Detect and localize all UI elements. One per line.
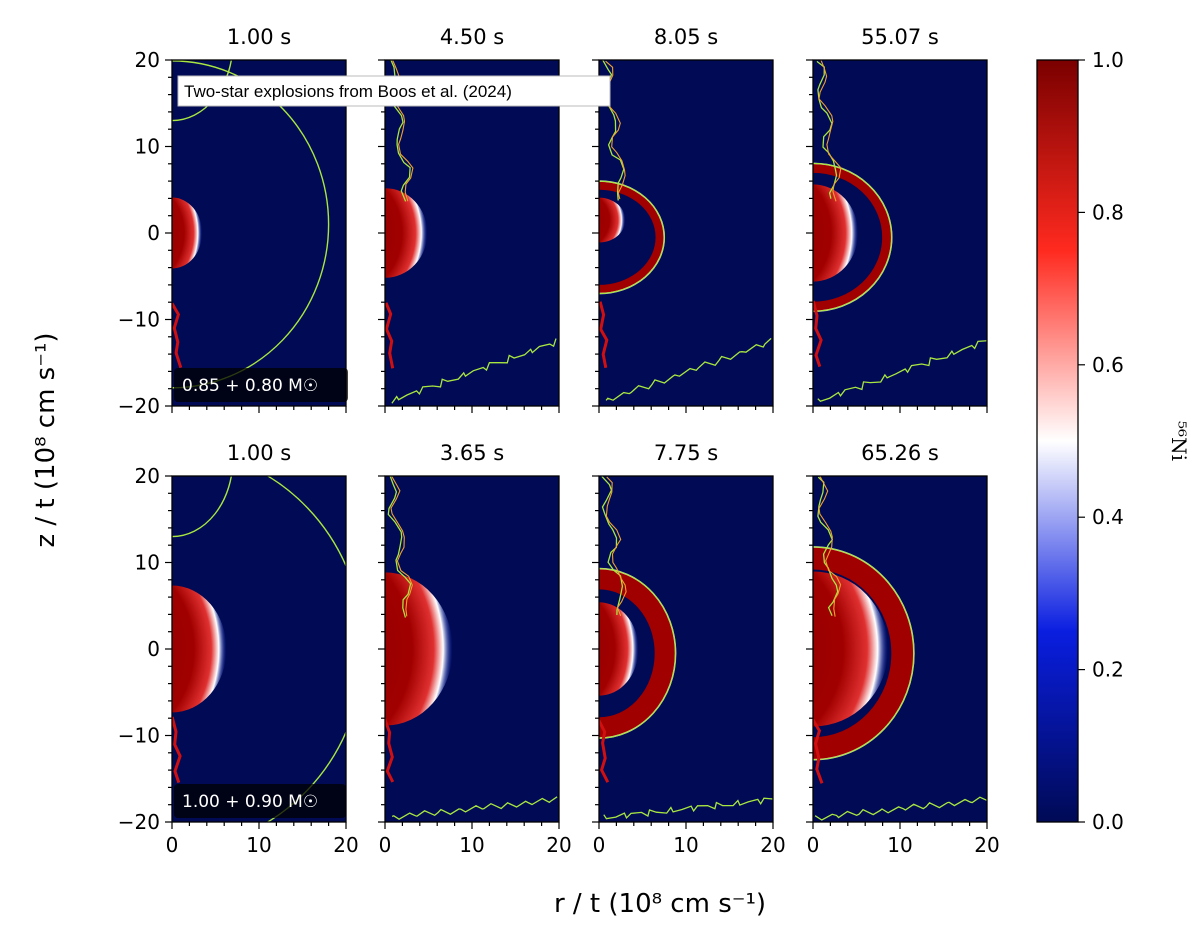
x-tick-label: 20 <box>974 833 999 857</box>
ni56-core <box>385 188 428 278</box>
ni56-plume <box>599 717 610 783</box>
panel-title: 4.50 s <box>440 25 504 49</box>
companion-contour <box>172 60 330 389</box>
colorbar-tick-label: 0.2 <box>1092 658 1124 682</box>
ni56-core <box>813 571 889 727</box>
ni56-plume <box>599 301 609 369</box>
x-tick-label: 0 <box>593 833 606 857</box>
x-tick-label: 20 <box>546 833 571 857</box>
ni56-plume <box>813 300 823 368</box>
ni56-core <box>599 602 639 696</box>
row-label-box <box>174 784 346 818</box>
shell-contour <box>599 567 677 739</box>
x-tick-label: 20 <box>760 833 785 857</box>
shell-contour <box>599 180 665 295</box>
panel-title: 7.75 s <box>654 441 718 465</box>
y-tick-label: −10 <box>118 308 160 332</box>
x-axis-label: r / t (10⁸ cm s⁻¹) <box>554 889 766 919</box>
y-tick-label: 20 <box>135 48 160 72</box>
lower-contour <box>603 797 773 820</box>
panel-title: 8.05 s <box>654 25 718 49</box>
ni56-core <box>599 197 626 243</box>
x-tick-label: 10 <box>459 833 484 857</box>
y-tick-label: 10 <box>135 551 160 575</box>
ni56-plume <box>172 716 182 784</box>
panel-r2-c1: 0 10 20 20 10 0 −10 −20 1.00 s 1.00 + 0.90 M☉ <box>118 441 359 857</box>
ni56-core <box>172 197 203 269</box>
y-axis-label: z / t (10⁸ cm s⁻¹) <box>31 332 61 547</box>
lower-contour <box>605 337 772 401</box>
ni56-shell <box>813 163 892 312</box>
y-tick-label: 0 <box>147 221 160 245</box>
panel-r1-c1: 20 10 0 −10 −20 1.00 s 0.85 + 0.80 M☉ <box>118 25 348 418</box>
ni56-core <box>385 572 453 726</box>
upper-contour <box>816 60 838 199</box>
colorbar-gradient <box>1036 59 1079 823</box>
annotation-box <box>177 75 611 107</box>
row-label-box <box>174 368 348 402</box>
colorbar-tick-label: 1.0 <box>1092 48 1124 72</box>
annotation: Two-star explosions from Boos et al. (20… <box>177 75 611 107</box>
colorbar-tick-label: 0.8 <box>1092 200 1124 224</box>
upper-contour-orange <box>390 476 413 617</box>
panel-r1-c2: 4.50 s <box>378 25 560 413</box>
ni56-plume <box>385 302 395 369</box>
lower-contour <box>391 796 558 820</box>
ni56-shell <box>599 181 665 294</box>
annotation-text: Two-star explosions from Boos et al. (20… <box>184 82 512 101</box>
y-tick-label: −20 <box>118 810 160 834</box>
upper-contour <box>387 476 412 618</box>
panel-r2-c2: 0 10 20 3.65 s <box>378 441 572 857</box>
y-tick-label: 0 <box>147 637 160 661</box>
colorbar-label: ⁵⁶Ni <box>1167 421 1191 461</box>
row-label: 1.00 + 0.90 M☉ <box>182 792 318 812</box>
x-tick-label: 0 <box>379 833 392 857</box>
y-tick-label: 20 <box>135 464 160 488</box>
lower-contour <box>814 796 987 821</box>
x-tick-label: 10 <box>246 833 271 857</box>
x-tick-label: 10 <box>887 833 912 857</box>
colorbar-tick-label: 0.6 <box>1092 353 1124 377</box>
panel-r1-c4: 55.07 s <box>806 25 988 413</box>
panel-background <box>599 60 773 406</box>
ni56-plume <box>813 718 824 784</box>
lower-contour <box>817 340 987 402</box>
x-tick-label: 0 <box>166 833 179 857</box>
ni56-core <box>813 184 859 282</box>
panel-title: 55.07 s <box>861 25 939 49</box>
ni56-plume <box>385 716 395 783</box>
ni56-core <box>172 585 227 713</box>
panel-r2-c3: 0 10 20 7.75 s <box>592 441 786 857</box>
panel-title: 1.00 s <box>227 441 291 465</box>
y-tick-label: 10 <box>135 135 160 159</box>
panel-title: 65.26 s <box>861 441 939 465</box>
panel-r2-c4: 0 10 20 65.26 s <box>806 441 1000 857</box>
ni56-plume <box>172 302 183 369</box>
x-tick-label: 20 <box>333 833 358 857</box>
y-tick-label: −10 <box>118 724 160 748</box>
panel-r1-c3: 8.05 s <box>592 25 774 413</box>
x-tick-label: 10 <box>673 833 698 857</box>
upper-contour <box>817 476 839 616</box>
panel-title: 3.65 s <box>440 441 504 465</box>
colorbar-tick-label: 0.4 <box>1092 505 1124 529</box>
panel-title: 1.00 s <box>227 25 291 49</box>
upper-contour-orange <box>818 60 842 202</box>
colorbar-tick-label: 0.0 <box>1092 810 1124 834</box>
y-tick-label: −20 <box>118 394 160 418</box>
upper-contour-orange <box>818 476 842 617</box>
upper-contour-orange <box>605 476 627 617</box>
row-label: 0.85 + 0.80 M☉ <box>182 376 318 396</box>
lower-contour <box>391 338 557 404</box>
x-tick-label: 0 <box>807 833 820 857</box>
